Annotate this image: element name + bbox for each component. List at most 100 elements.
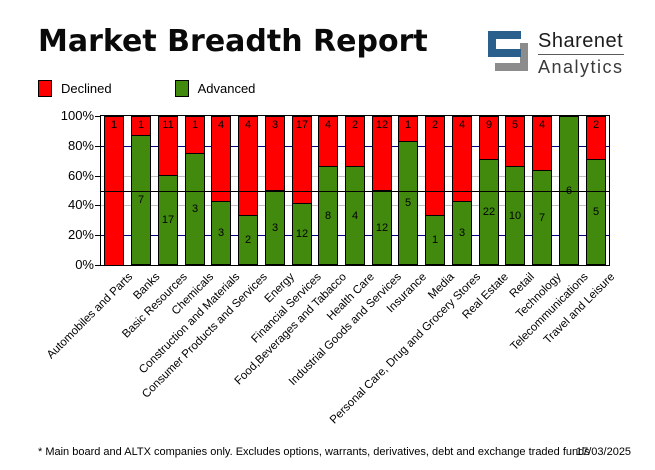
- declined-segment: 4: [532, 116, 552, 170]
- declined-segment: 2: [345, 116, 365, 166]
- advanced-segment: 3: [265, 190, 285, 265]
- advanced-segment: 12: [372, 190, 392, 265]
- bar-industrial-goods-and-services: 12 12: [372, 116, 392, 265]
- legend-item-advanced: Advanced: [174, 80, 256, 97]
- declined-value: 4: [458, 119, 466, 131]
- declined-segment: 4: [211, 116, 231, 201]
- declined-value: 4: [324, 119, 332, 131]
- advanced-value: 2: [244, 234, 252, 246]
- brand-subname: Analytics: [538, 57, 624, 77]
- advanced-value: 3: [271, 221, 279, 234]
- advanced-value: 4: [351, 209, 359, 222]
- advanced-value: 5: [404, 197, 412, 209]
- advanced-value: 5: [592, 206, 600, 218]
- declined-swatch: [38, 80, 52, 97]
- y-axis-label-60: 60%: [67, 168, 94, 183]
- advanced-value: 3: [217, 227, 225, 239]
- y-axis-label-80: 80%: [67, 138, 94, 153]
- y-axis-tick-100: [95, 116, 100, 117]
- declined-value: 2: [592, 119, 600, 131]
- bar-basic-resources: 11 17: [158, 116, 178, 265]
- declined-segment: 2: [425, 116, 445, 215]
- legend-item-declined: Declined: [38, 80, 112, 97]
- y-axis-label-100: 100%: [60, 108, 94, 123]
- declined-value: 4: [538, 119, 546, 131]
- advanced-segment: 3: [185, 153, 205, 265]
- advanced-segment: 12: [292, 203, 312, 265]
- declined-value: 4: [244, 119, 252, 131]
- sharenet-logo-text: Sharenet Analytics: [538, 30, 624, 77]
- advanced-segment: 1: [425, 215, 445, 265]
- y-axis-tick-60: [95, 176, 100, 177]
- declined-segment: 1: [131, 116, 151, 135]
- advanced-value: 7: [538, 211, 546, 224]
- declined-segment: 1: [398, 116, 418, 141]
- declined-value: 9: [485, 119, 493, 131]
- advanced-value: 10: [508, 209, 522, 222]
- advanced-value: 12: [295, 228, 309, 240]
- advanced-segment: 2: [238, 215, 258, 265]
- advanced-swatch: [174, 80, 189, 97]
- declined-segment: 11: [158, 116, 178, 175]
- declined-value: 2: [351, 119, 359, 131]
- advanced-segment: 22: [479, 159, 499, 265]
- declined-segment: 9: [479, 116, 499, 159]
- advanced-value: 7: [137, 194, 145, 206]
- declined-value: 2: [431, 119, 439, 131]
- y-axis-label-40: 40%: [67, 197, 94, 212]
- advanced-value: 22: [482, 206, 496, 218]
- declined-value: 17: [295, 119, 309, 131]
- declined-value: 1: [404, 119, 412, 131]
- declined-segment: 4: [318, 116, 338, 166]
- declined-segment: 4: [452, 116, 472, 201]
- declined-value: 5: [511, 119, 519, 131]
- y-axis-tick-80: [95, 146, 100, 147]
- declined-value: 1: [137, 119, 145, 131]
- advanced-value: 8: [324, 209, 332, 222]
- advanced-segment: 8: [318, 166, 338, 265]
- advanced-value: 17: [161, 214, 175, 226]
- sharenet-logo: Sharenet Analytics: [486, 29, 624, 77]
- brand-name: Sharenet: [538, 30, 624, 55]
- advanced-segment: 4: [345, 166, 365, 265]
- advanced-segment: 5: [398, 141, 418, 265]
- declined-value: 4: [217, 119, 225, 131]
- y-axis-tick-40: [95, 205, 100, 206]
- y-axis-label-0: 0%: [75, 257, 94, 272]
- declined-segment: 12: [372, 116, 392, 190]
- sharenet-logo-icon: [488, 31, 528, 71]
- advanced-segment: 3: [452, 201, 472, 265]
- report-date: 17/03/2025: [576, 446, 632, 458]
- page-title: Market Breadth Report: [38, 24, 428, 59]
- advanced-segment: 10: [505, 166, 525, 265]
- declined-segment: 1: [185, 116, 205, 153]
- advanced-value: 3: [458, 227, 466, 239]
- advanced-value: 3: [191, 203, 199, 215]
- advanced-segment: 5: [586, 159, 606, 265]
- legend: Declined Advanced: [38, 80, 255, 97]
- advanced-segment: 17: [158, 175, 178, 265]
- advanced-segment: 7: [532, 170, 552, 265]
- legend-label-declined: Declined: [61, 81, 112, 96]
- declined-segment: 3: [265, 116, 285, 190]
- declined-segment: 5: [505, 116, 525, 166]
- plot-area: 1 1 7 11 17 1 3 4 3 4 2 3 3 17 12 4 8 2 4 12 12 1 5 2 1 4 3 9 22 5 10 4…: [100, 115, 610, 266]
- declined-value: 1: [110, 119, 118, 131]
- legend-label-advanced: Advanced: [197, 81, 256, 96]
- advanced-value: 12: [375, 221, 389, 234]
- y-axis-label-20: 20%: [67, 227, 94, 242]
- bar-real-estate: 9 22: [479, 116, 499, 265]
- declined-value: 12: [375, 119, 389, 131]
- declined-value: 1: [191, 119, 199, 131]
